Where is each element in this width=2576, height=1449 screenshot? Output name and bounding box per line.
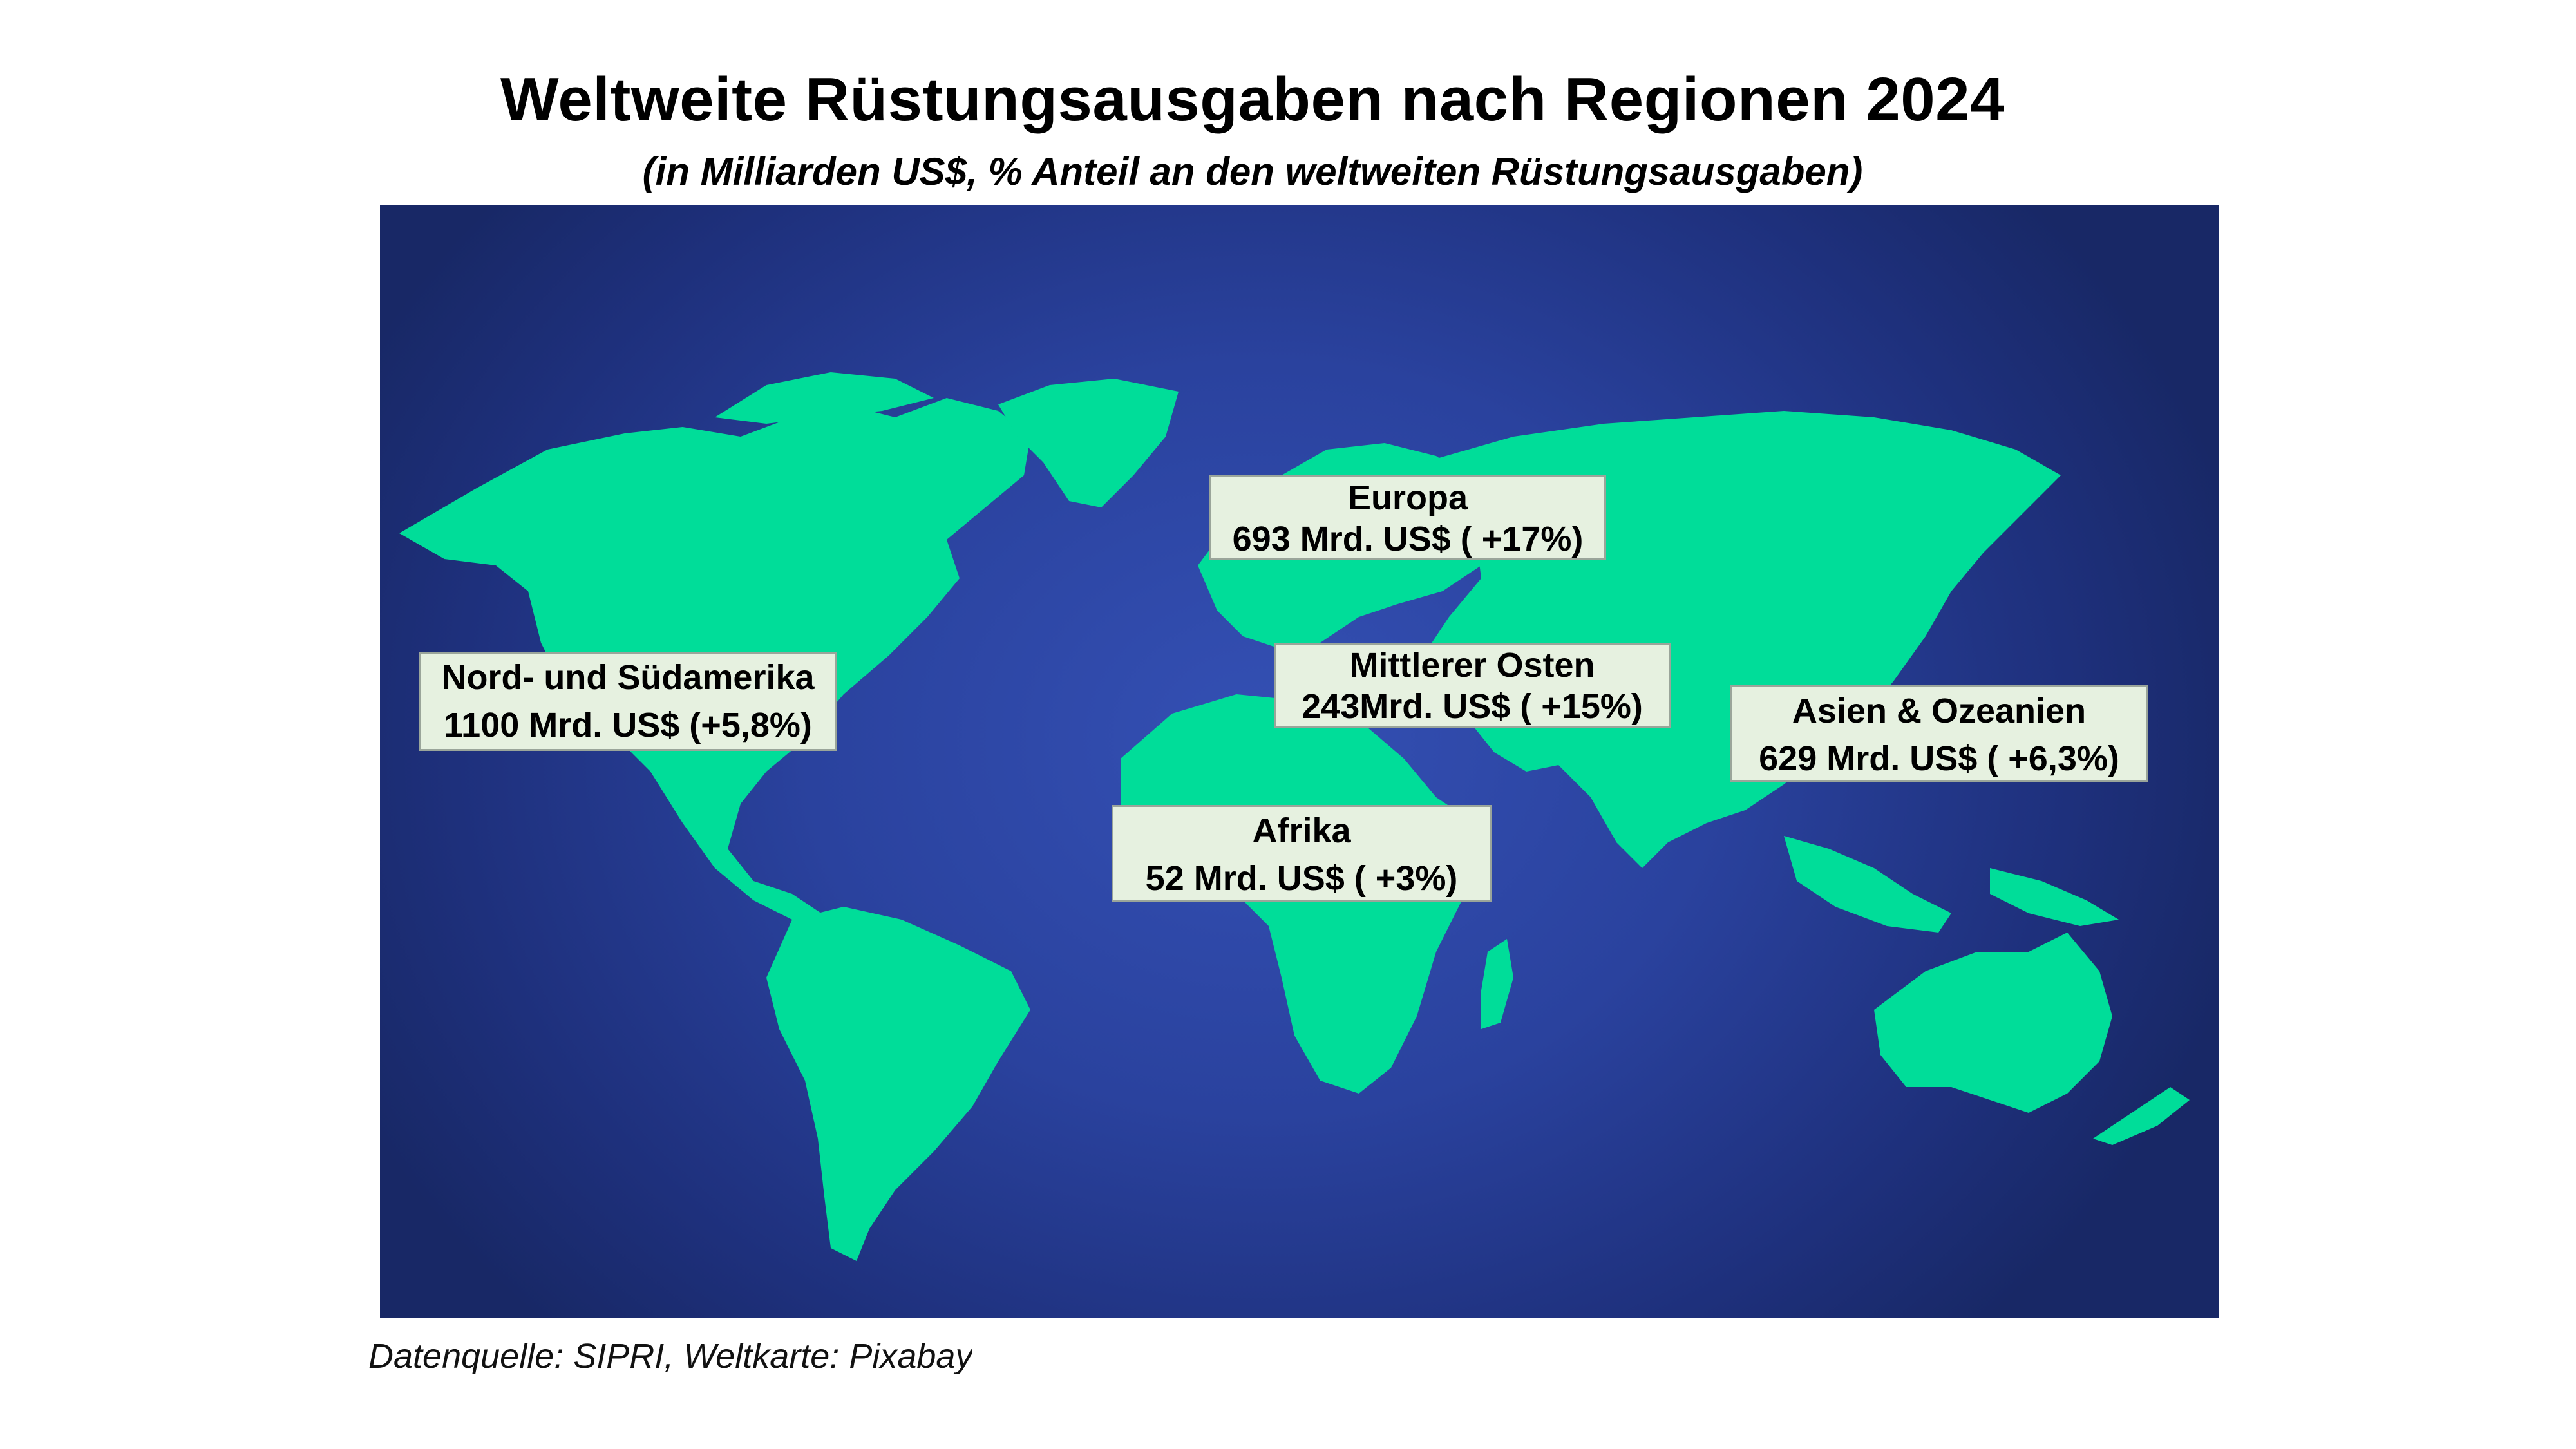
label-africa-name: Afrika bbox=[1252, 811, 1351, 850]
new-zealand-shape bbox=[2093, 1087, 2190, 1145]
source-note: Datenquelle: SIPRI, Weltkarte: Pixabay bbox=[368, 1337, 973, 1374]
label-asia-oceania-name: Asien & Ozeanien bbox=[1792, 692, 2087, 730]
label-americas-value: 1100 Mrd. US$ (+5,8%) bbox=[444, 706, 812, 744]
label-americas-name: Nord- und Südamerika bbox=[441, 658, 815, 697]
label-americas: Nord- und Südamerika 1100 Mrd. US$ (+5,8… bbox=[419, 652, 837, 751]
southeast-asia-islands-shape bbox=[1784, 836, 1951, 933]
new-guinea-shape bbox=[1990, 868, 2119, 926]
label-middle-east: Mittlerer Osten 243Mrd. US$ ( +15%) bbox=[1274, 643, 1671, 728]
label-asia-oceania: Asien & Ozeanien 629 Mrd. US$ ( +6,3%) bbox=[1730, 685, 2148, 782]
arctic-islands-shape bbox=[715, 372, 934, 424]
label-africa: Afrika 52 Mrd. US$ ( +3%) bbox=[1112, 805, 1492, 902]
madagascar-shape bbox=[1481, 939, 1513, 1029]
south-america-shape bbox=[766, 907, 1030, 1261]
label-asia-oceania-value: 629 Mrd. US$ ( +6,3%) bbox=[1759, 739, 2119, 778]
label-europe-name: Europa bbox=[1347, 478, 1468, 517]
page-title: Weltweite Rüstungsausgaben nach Regionen… bbox=[500, 65, 2005, 134]
australia-shape bbox=[1874, 933, 2112, 1113]
label-europe: Europa 693 Mrd. US$ ( +17%) bbox=[1209, 475, 1606, 560]
label-europe-value: 693 Mrd. US$ ( +17%) bbox=[1232, 520, 1584, 558]
page-subtitle: (in Milliarden US$, % Anteil an den welt… bbox=[642, 150, 1863, 193]
label-middle-east-name: Mittlerer Osten bbox=[1349, 646, 1595, 685]
label-middle-east-value: 243Mrd. US$ ( +15%) bbox=[1302, 687, 1643, 726]
greenland-shape bbox=[998, 379, 1179, 507]
label-africa-value: 52 Mrd. US$ ( +3%) bbox=[1145, 859, 1458, 898]
world-map: Nord- und Südamerika 1100 Mrd. US$ (+5,8… bbox=[380, 205, 2219, 1318]
